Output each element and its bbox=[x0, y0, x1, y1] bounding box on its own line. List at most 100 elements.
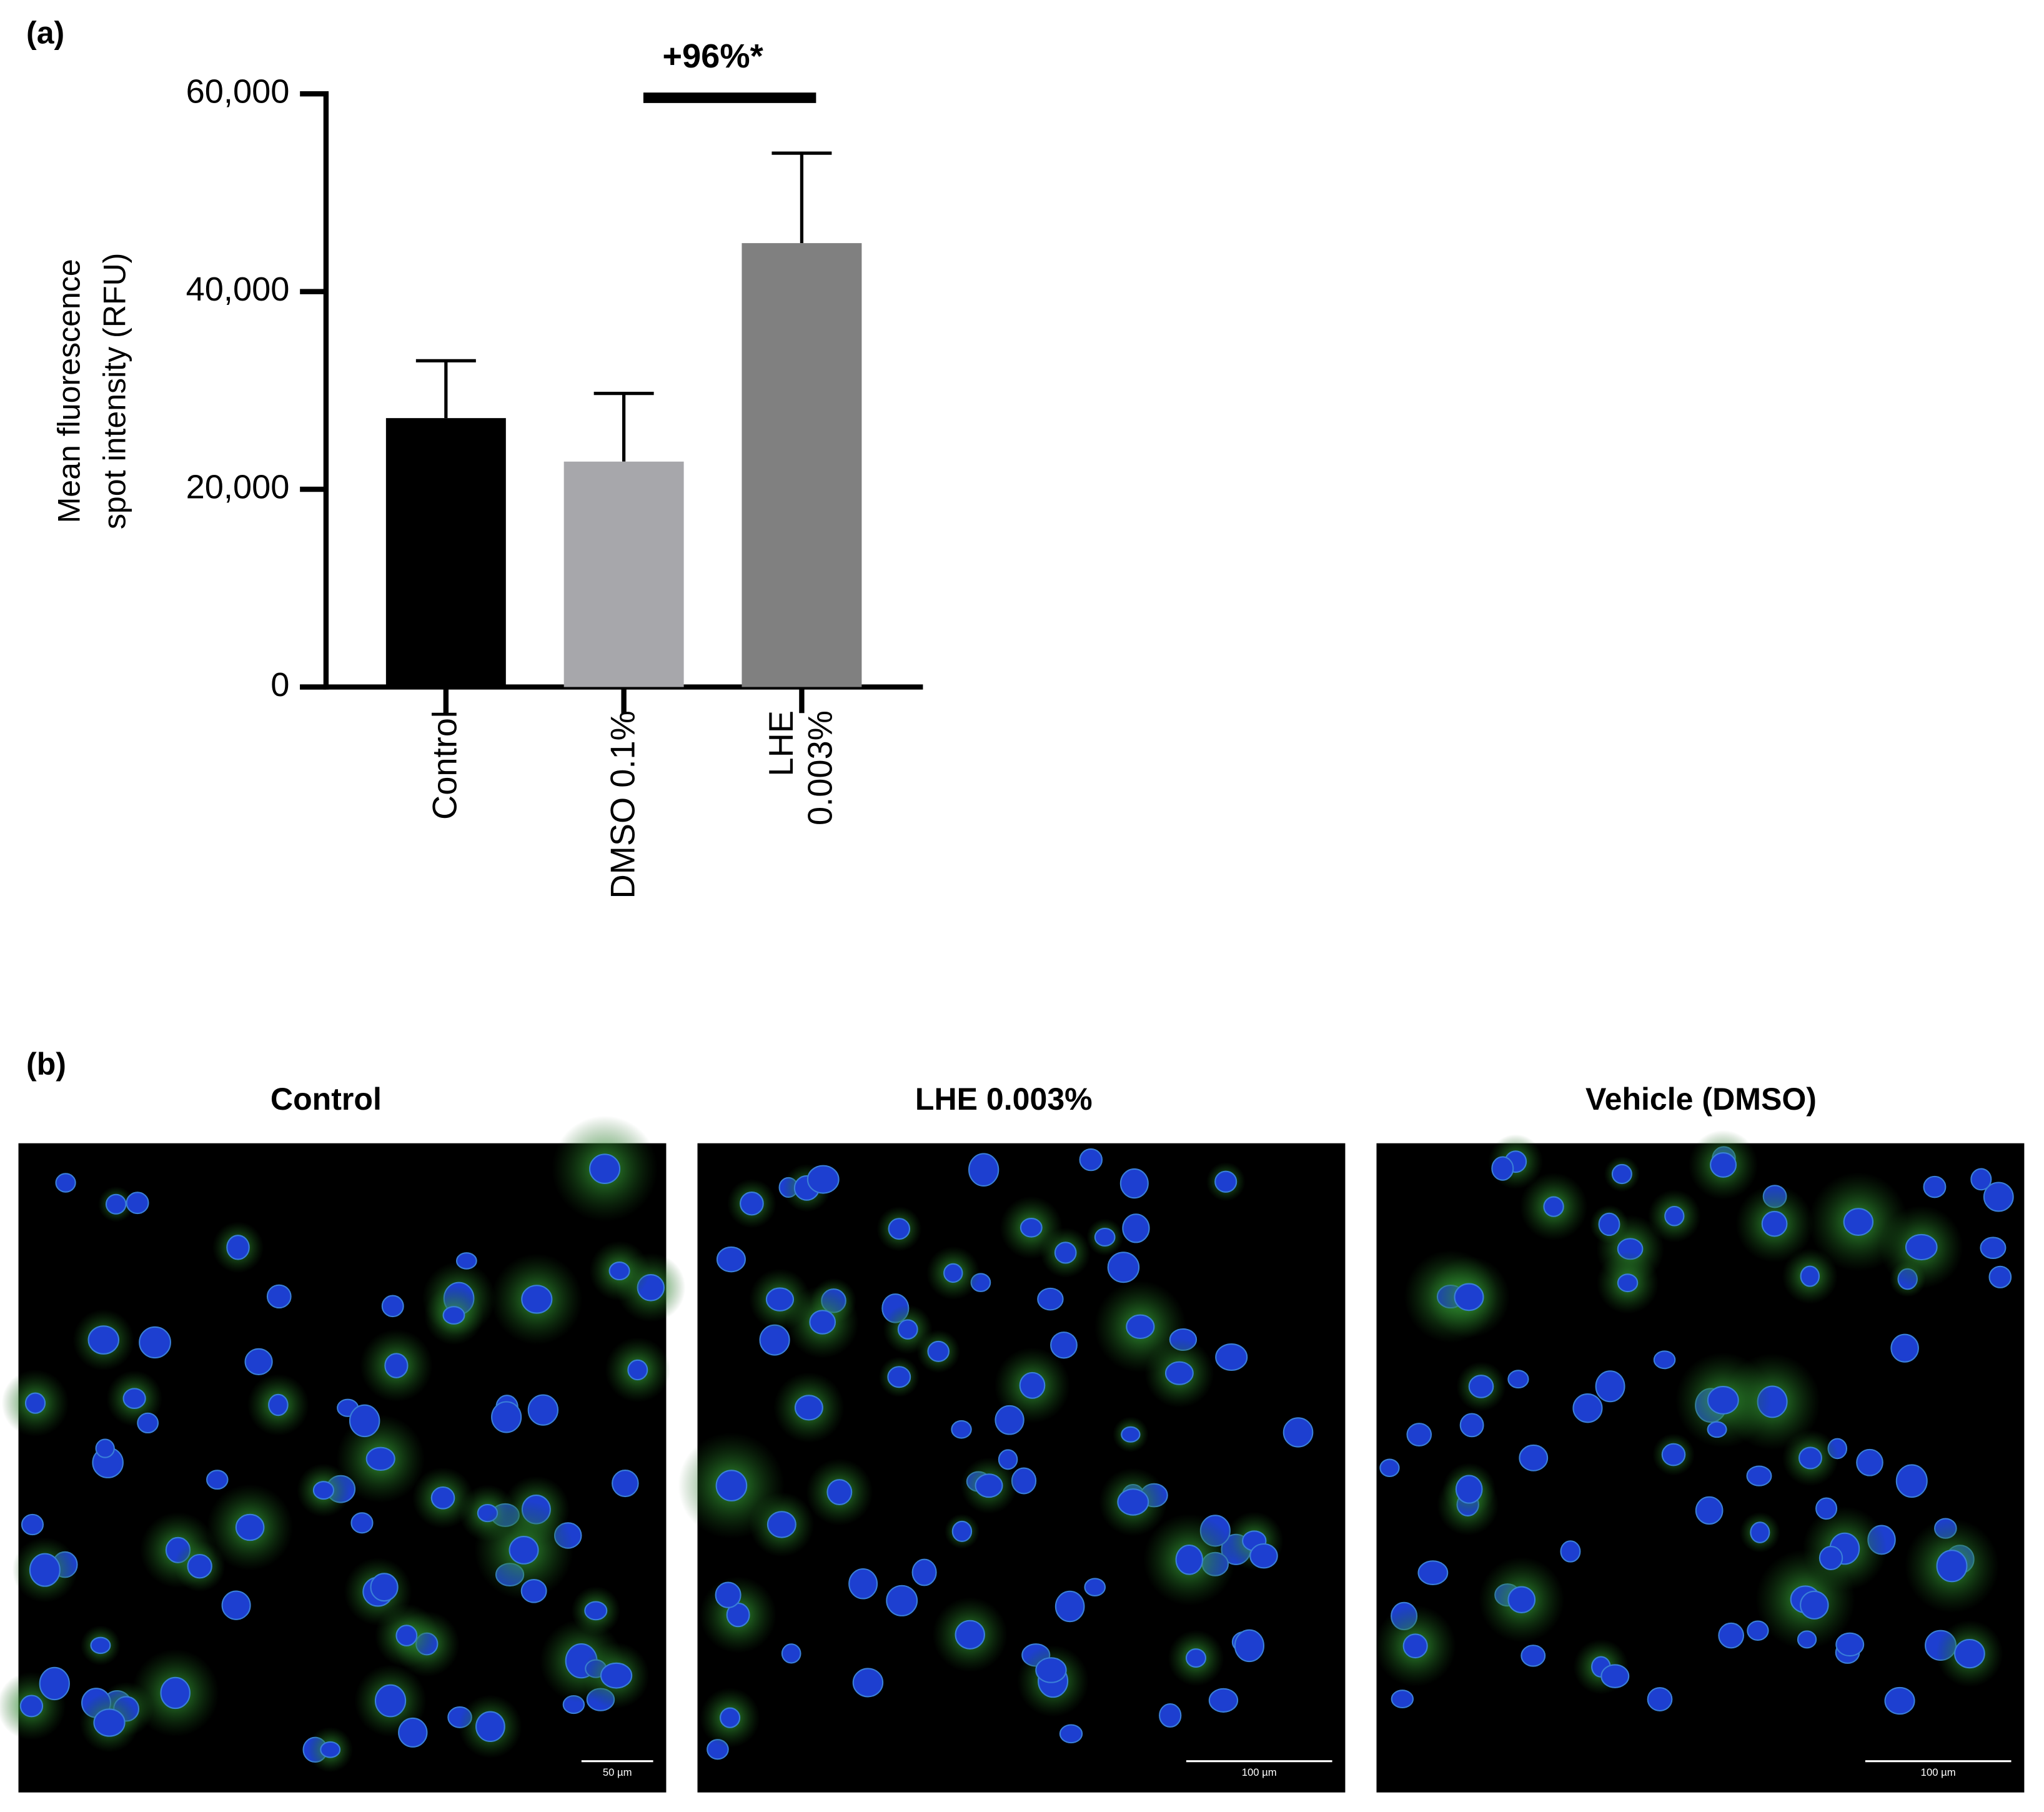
nucleus bbox=[122, 1388, 146, 1410]
panel-label: (b) bbox=[26, 1047, 66, 1082]
nucleus bbox=[765, 1287, 795, 1312]
nucleus bbox=[955, 1620, 985, 1650]
nucleus bbox=[139, 1326, 171, 1359]
nucleus bbox=[1980, 1237, 2007, 1259]
nucleus bbox=[137, 1412, 159, 1434]
x-tick-label: LHE 0.003% bbox=[761, 710, 840, 826]
nucleus bbox=[1282, 1417, 1314, 1448]
panel-title: Control bbox=[270, 1082, 382, 1117]
nucleus bbox=[1560, 1540, 1581, 1563]
panel-title: LHE 0.003% bbox=[915, 1082, 1093, 1117]
nucleus bbox=[887, 1366, 911, 1388]
nucleus bbox=[886, 1585, 918, 1616]
nucleus bbox=[1406, 1423, 1432, 1446]
nucleus bbox=[1084, 1578, 1106, 1597]
nucleus bbox=[105, 1193, 127, 1215]
nucleus bbox=[1107, 1252, 1140, 1283]
nucleus bbox=[244, 1348, 273, 1375]
nucleus bbox=[627, 1359, 648, 1381]
nucleus bbox=[268, 1393, 289, 1416]
nucleus bbox=[266, 1284, 292, 1309]
y-tick-label: 40,000 bbox=[186, 271, 290, 308]
nucleus bbox=[221, 1590, 251, 1620]
nucleus bbox=[509, 1536, 539, 1565]
nucleus bbox=[1750, 1521, 1770, 1543]
nucleus bbox=[1815, 1497, 1838, 1520]
nucleus bbox=[809, 1310, 836, 1335]
nucleus bbox=[1718, 1622, 1744, 1649]
nucleus bbox=[1800, 1590, 1829, 1620]
nucleus bbox=[1798, 1446, 1822, 1470]
nucleus bbox=[1653, 1350, 1676, 1370]
nucleus bbox=[715, 1470, 748, 1501]
cells bbox=[678, 1148, 1314, 1760]
x-tick-label-group: Control bbox=[425, 710, 465, 820]
nucleus bbox=[1019, 1371, 1046, 1399]
nucleus bbox=[589, 1153, 621, 1184]
nucleus bbox=[1543, 1196, 1564, 1217]
nucleus bbox=[1214, 1170, 1238, 1193]
nucleus bbox=[1856, 1448, 1883, 1476]
panel-title: Vehicle (DMSO) bbox=[1585, 1082, 1817, 1117]
nucleus bbox=[95, 1438, 115, 1458]
nucleus bbox=[1707, 1386, 1739, 1415]
nucleus bbox=[1035, 1657, 1067, 1683]
nucleus bbox=[19, 1695, 44, 1718]
nucleus bbox=[826, 1479, 853, 1505]
nucleus bbox=[951, 1520, 973, 1542]
nucleus bbox=[1598, 1212, 1620, 1237]
nucleus bbox=[1521, 1645, 1546, 1667]
nucleus bbox=[1797, 1630, 1817, 1649]
nucleus bbox=[187, 1553, 212, 1579]
nucleus bbox=[612, 1470, 639, 1498]
nucleus bbox=[1208, 1688, 1239, 1713]
nucleus bbox=[1459, 1413, 1484, 1438]
nucleus bbox=[1747, 1620, 1769, 1641]
nucleus bbox=[897, 1319, 918, 1340]
nucleus bbox=[1664, 1205, 1685, 1227]
nucleus bbox=[1119, 1168, 1149, 1199]
nucleus bbox=[370, 1573, 399, 1602]
x-tick-label-box: Control bbox=[425, 710, 465, 820]
nucleus bbox=[1988, 1265, 2012, 1288]
bar bbox=[563, 461, 684, 687]
nucleus bbox=[806, 1165, 840, 1194]
nucleus bbox=[1983, 1182, 2014, 1212]
nucleus bbox=[1647, 1687, 1673, 1711]
nucleus bbox=[365, 1446, 395, 1471]
nucleus bbox=[235, 1513, 265, 1541]
nucleus bbox=[1391, 1690, 1414, 1709]
nucleus bbox=[384, 1353, 409, 1378]
x-tick-label: DMSO 0.1% bbox=[603, 710, 642, 899]
nucleus bbox=[1661, 1443, 1686, 1466]
nucleus bbox=[1707, 1421, 1727, 1438]
nucleus bbox=[951, 1420, 972, 1439]
nucleus bbox=[927, 1340, 950, 1362]
nucleus bbox=[1970, 1168, 1992, 1191]
nucleus bbox=[1234, 1629, 1265, 1663]
nucleus bbox=[1905, 1233, 1938, 1261]
nucleus bbox=[90, 1636, 111, 1655]
nucleus bbox=[1050, 1332, 1078, 1359]
nucleus bbox=[350, 1512, 374, 1534]
x-tick-label: Control bbox=[425, 710, 465, 820]
nucleus bbox=[226, 1235, 250, 1260]
nucleus bbox=[1507, 1370, 1529, 1389]
nucleus bbox=[584, 1601, 608, 1621]
nucleus bbox=[995, 1405, 1024, 1435]
nucleus bbox=[794, 1395, 823, 1421]
nucleus bbox=[1185, 1648, 1206, 1668]
nucleus bbox=[1491, 1156, 1514, 1181]
nucleus bbox=[1402, 1633, 1428, 1659]
x-tick-label-box: DMSO 0.1% bbox=[603, 710, 642, 899]
nucleus bbox=[312, 1481, 335, 1500]
nucleus bbox=[1507, 1586, 1536, 1613]
nucleus bbox=[1746, 1465, 1772, 1486]
cells bbox=[0, 1115, 686, 1773]
nucleus bbox=[716, 1246, 746, 1273]
nucleus bbox=[1094, 1227, 1116, 1247]
nucleus bbox=[1249, 1543, 1278, 1569]
nucleus bbox=[475, 1711, 505, 1743]
nucleus bbox=[520, 1579, 547, 1603]
